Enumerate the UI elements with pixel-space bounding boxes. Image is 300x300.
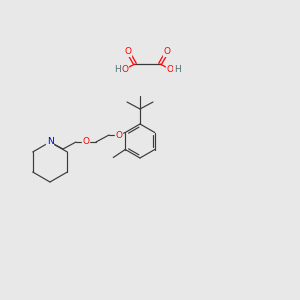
Text: H: H (174, 64, 181, 74)
Text: O: O (164, 47, 170, 56)
Text: O: O (167, 64, 174, 74)
Text: N: N (46, 137, 53, 146)
Text: O: O (122, 64, 128, 74)
Text: O: O (116, 130, 122, 140)
Text: H: H (115, 64, 121, 74)
Text: O: O (124, 47, 131, 56)
Text: O: O (82, 137, 89, 146)
